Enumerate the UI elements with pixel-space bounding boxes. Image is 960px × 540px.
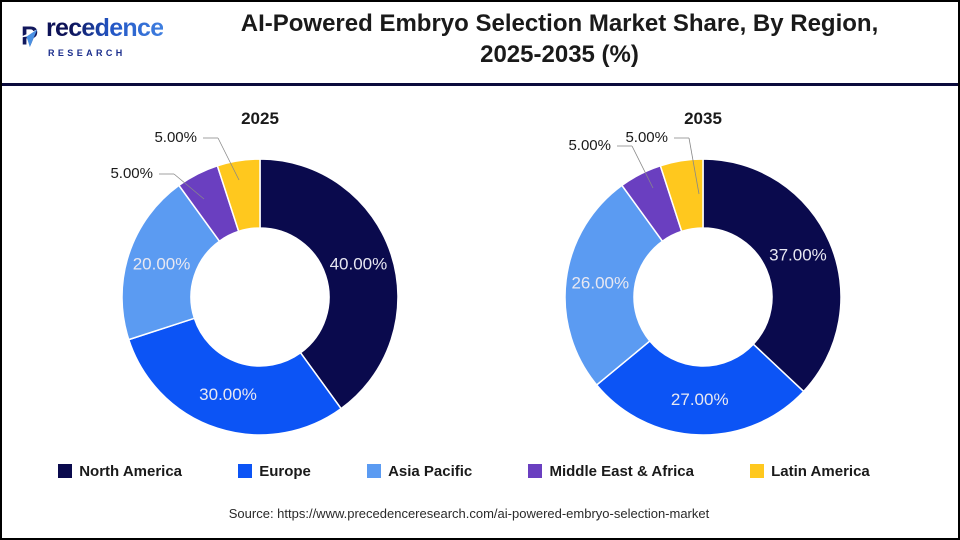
svg-text:37.00%: 37.00%: [769, 245, 827, 264]
svg-text:2035: 2035: [684, 109, 722, 128]
svg-text:30.00%: 30.00%: [199, 385, 257, 404]
svg-text:5.00%: 5.00%: [154, 129, 197, 146]
svg-text:20.00%: 20.00%: [133, 255, 191, 274]
svg-text:2025: 2025: [241, 109, 279, 128]
svg-text:5.00%: 5.00%: [625, 129, 668, 146]
svg-text:5.00%: 5.00%: [110, 165, 153, 182]
svg-text:26.00%: 26.00%: [571, 274, 629, 293]
svg-text:5.00%: 5.00%: [568, 137, 611, 154]
svg-text:27.00%: 27.00%: [671, 390, 729, 409]
svg-text:40.00%: 40.00%: [330, 255, 388, 274]
